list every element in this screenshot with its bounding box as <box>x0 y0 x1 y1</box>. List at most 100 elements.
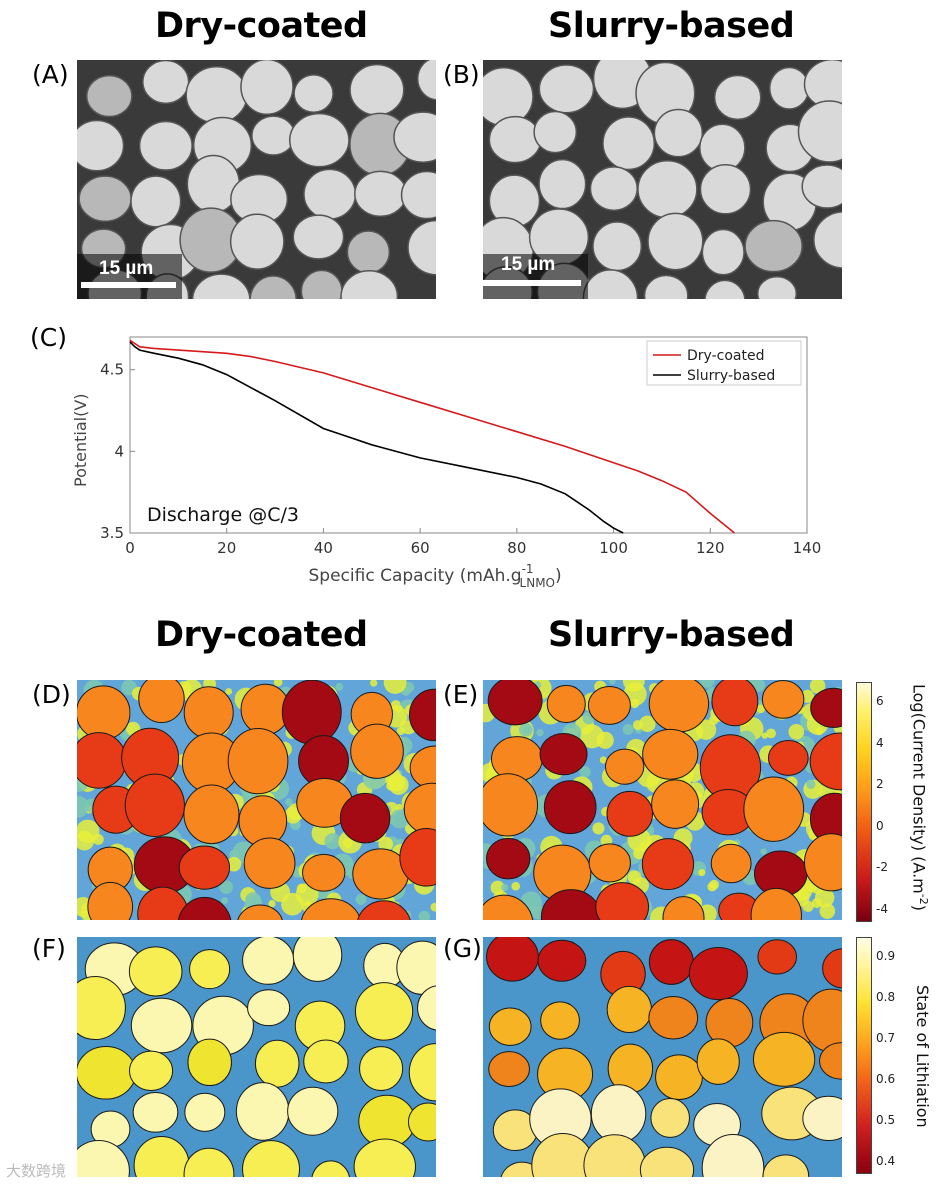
particle <box>606 985 652 1033</box>
particle <box>822 948 842 989</box>
x-axis-label-sup: -1 <box>522 562 534 576</box>
particle <box>768 66 810 110</box>
particle <box>240 60 294 116</box>
particle <box>349 63 405 116</box>
particle <box>128 946 183 997</box>
colorbar-lithiation-tick: 0.5 <box>876 1113 896 1127</box>
series-line-dry-coated <box>129 339 736 534</box>
particle <box>583 1134 646 1177</box>
particle <box>77 1140 130 1177</box>
particle <box>696 1038 740 1085</box>
particle <box>78 175 132 223</box>
particle <box>303 1039 349 1084</box>
particle <box>138 120 193 171</box>
electrolyte-speck <box>430 902 436 912</box>
particle <box>648 680 710 733</box>
particle <box>133 1135 190 1177</box>
particle <box>582 269 639 299</box>
x-tick-label: 140 <box>793 539 822 557</box>
panel-label-f: (F) <box>32 934 66 963</box>
particle <box>242 937 295 985</box>
particle <box>132 1091 179 1133</box>
electrolyte-speck <box>245 892 261 908</box>
particle <box>809 732 842 791</box>
particle <box>802 1095 842 1142</box>
particle <box>85 74 133 118</box>
particle <box>639 1146 695 1177</box>
particle <box>533 110 578 154</box>
electrolyte-speck <box>815 727 824 736</box>
particle <box>713 74 762 121</box>
particle <box>350 723 404 779</box>
panel-label-g: (G) <box>443 934 482 963</box>
colorbar-current-tick: 6 <box>876 694 884 708</box>
x-tick-label: 60 <box>411 539 430 557</box>
particle <box>357 900 411 920</box>
particle <box>177 896 232 920</box>
particle <box>810 687 842 728</box>
colorbar-current-tick: -4 <box>876 902 888 916</box>
electrolyte-speck <box>281 892 304 916</box>
scale-line-a <box>81 282 176 288</box>
electrolyte-speck <box>284 806 302 824</box>
y-tick-label: 3.5 <box>100 524 124 542</box>
particle <box>130 175 182 228</box>
colorbar-state-of-lithiation <box>856 937 872 1174</box>
particle <box>756 276 798 299</box>
particle <box>340 270 399 299</box>
y-axis-label: Potential(V) <box>71 393 90 487</box>
x-tick-label: 100 <box>599 539 628 557</box>
electrolyte-speck <box>633 847 645 860</box>
current-density-map-dry-coated <box>77 680 436 920</box>
colorbar-lithiation-tick: 0.9 <box>876 949 896 963</box>
electrolyte-speck <box>536 728 544 737</box>
particle <box>750 887 802 920</box>
particle <box>346 230 391 274</box>
particle <box>187 1038 232 1087</box>
electrolyte-speck <box>355 894 367 905</box>
electrolyte-speck <box>342 837 353 848</box>
particle <box>595 882 650 920</box>
particle <box>801 164 842 209</box>
particle <box>642 728 699 780</box>
particle <box>648 939 694 985</box>
electrolyte-speck <box>418 910 431 920</box>
electrolyte-speck <box>268 900 276 908</box>
sem-image-slurry-based: 15 µm <box>483 60 842 299</box>
particle <box>538 64 595 114</box>
particle <box>643 274 689 299</box>
x-tick-label: 80 <box>507 539 526 557</box>
particle <box>641 838 695 891</box>
electrolyte-speck <box>766 728 776 739</box>
electrolyte-speck <box>370 680 378 687</box>
particle <box>249 275 297 299</box>
colorbar-current-label-sup: -2 <box>917 893 930 905</box>
particle <box>311 1160 350 1177</box>
sem-image-dry-coated: 15 µm <box>77 60 436 299</box>
electrolyte-speck <box>219 880 234 894</box>
particle <box>293 74 334 114</box>
electrolyte-speck <box>92 833 104 845</box>
particle <box>407 1102 436 1142</box>
particle <box>300 269 343 299</box>
particle <box>303 168 357 220</box>
current-particles-e <box>483 680 842 920</box>
lithiation-particles-g <box>486 937 842 1177</box>
particle <box>183 1147 235 1177</box>
discharge-chart: 0 20 40 60 80 100 120 140 3.5 4 4.5 Dry-coated Slurr… <box>71 336 822 590</box>
electrolyte-speck <box>383 680 407 694</box>
particle <box>407 219 436 276</box>
particle <box>699 164 752 215</box>
electrolyte-speck <box>580 724 604 749</box>
particle <box>229 213 285 270</box>
particle <box>539 733 588 776</box>
colorbar-lithiation-tick: 0.8 <box>876 990 896 1004</box>
particle <box>605 748 645 785</box>
particle <box>757 939 798 975</box>
heading-slurry-based-top: Slurry-based <box>548 6 795 46</box>
x-tick-label: 20 <box>217 539 236 557</box>
electrolyte-speck <box>77 795 89 818</box>
electrolyte-speck <box>225 688 233 695</box>
colorbar-lithiation-tick: 0.7 <box>876 1031 896 1045</box>
x-tick-label: 120 <box>696 539 725 557</box>
